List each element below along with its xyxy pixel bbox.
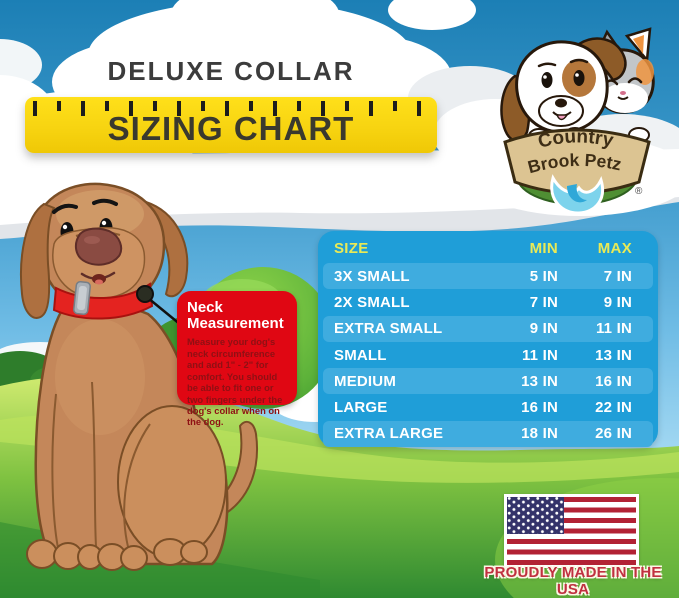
- table-row: EXTRA LARGE 18 IN 26 IN: [323, 420, 653, 448]
- brand-logo: Country Brook Petz ®: [500, 27, 655, 214]
- size-cell: MEDIUM: [334, 372, 397, 390]
- max-cell: 13 IN: [595, 346, 632, 364]
- product-title: DELUXE COLLAR: [107, 56, 355, 86]
- dog-paws: [26, 538, 208, 571]
- max-cell: 9 IN: [603, 293, 632, 311]
- table-row: LARGE 16 IN 22 IN: [318, 394, 658, 420]
- min-cell: 7 IN: [529, 293, 558, 311]
- neck-measurement-callout: Neck Measurement Measure your dog's neck…: [177, 291, 297, 427]
- table-header: SIZE MIN MAX: [318, 234, 658, 263]
- min-cell: 5 IN: [529, 267, 558, 285]
- callout-title: Neck Measurement: [187, 300, 289, 331]
- dog-mouth: [80, 271, 116, 285]
- flag-canton: [507, 497, 564, 534]
- registered-mark: ®: [635, 186, 643, 197]
- size-cell: EXTRA LARGE: [334, 425, 444, 443]
- max-cell: 11 IN: [595, 320, 632, 338]
- size-cell: LARGE: [334, 399, 388, 417]
- table-row: EXTRA SMALL 9 IN 11 IN: [323, 315, 653, 342]
- table-row: 2X SMALL 7 IN 9 IN: [318, 289, 658, 315]
- size-cell: EXTRA SMALL: [334, 320, 443, 338]
- size-cell: 3X SMALL: [334, 267, 410, 285]
- dog-eyebrow: [92, 198, 118, 206]
- usa-flag: [504, 494, 639, 568]
- header-min: MIN: [529, 240, 558, 257]
- max-cell: 26 IN: [595, 425, 632, 443]
- min-cell: 13 IN: [521, 372, 558, 390]
- max-cell: 22 IN: [595, 399, 632, 417]
- callout-title-line2: Measurement: [187, 314, 284, 332]
- size-cell: 2X SMALL: [334, 293, 410, 311]
- table-row: MEDIUM 13 IN 16 IN: [323, 368, 653, 395]
- dog-eyebrow: [52, 203, 78, 214]
- made-in-usa-text: PROUDLY MADE IN THE USA: [484, 564, 662, 598]
- sizing-table: SIZE MIN MAX 3X SMALL 5 IN 7 IN 2X SMALL…: [318, 231, 658, 448]
- max-cell: 16 IN: [595, 372, 632, 390]
- collar-ring: [136, 285, 154, 303]
- logo-swoosh-icon: [550, 174, 604, 214]
- dog-collar: [52, 281, 193, 335]
- dog-nose: [74, 227, 123, 266]
- logo-dog-icon: [500, 37, 627, 144]
- min-cell: 16 IN: [521, 399, 558, 417]
- header-size: SIZE: [334, 240, 369, 257]
- ruler-banner: SIZING CHART: [25, 97, 437, 153]
- table-row: SMALL 11 IN 13 IN: [318, 342, 658, 368]
- header-max: MAX: [597, 240, 632, 257]
- chart-heading: SIZING CHART: [107, 110, 355, 147]
- logo-banner: Country Brook Petz: [503, 126, 651, 195]
- min-cell: 18 IN: [521, 425, 558, 443]
- dog-head: [19, 182, 189, 319]
- min-cell: 11 IN: [521, 346, 558, 364]
- collar-buckle: [73, 281, 91, 315]
- table-row: 3X SMALL 5 IN 7 IN: [323, 263, 653, 290]
- callout-body: Measure your dog's neck circumference an…: [187, 336, 283, 428]
- max-cell: 7 IN: [603, 267, 632, 285]
- ruler-ticks: [33, 101, 429, 117]
- min-cell: 9 IN: [529, 320, 558, 338]
- callout-title-line1: Neck: [187, 299, 223, 316]
- size-cell: SMALL: [334, 346, 387, 364]
